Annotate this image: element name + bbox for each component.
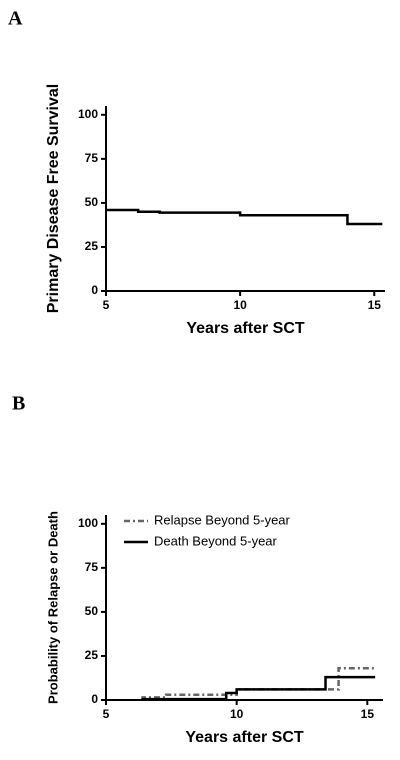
y-tick-label: 25: [85, 648, 99, 662]
x-tick-label: 5: [103, 707, 110, 721]
data-line: [141, 667, 376, 700]
x-tick-label: 15: [361, 707, 375, 721]
x-tick-label: 15: [368, 298, 382, 312]
panel-label: A: [8, 8, 23, 30]
x-axis-title: Years after SCT: [185, 729, 304, 746]
y-tick-label: 75: [85, 560, 99, 574]
y-tick-label: 25: [85, 239, 99, 253]
x-tick-label: 5: [103, 298, 110, 312]
x-tick-label: 10: [230, 707, 244, 721]
panel-label: B: [12, 393, 25, 415]
legend-label: Relapse Beyond 5-year: [154, 512, 291, 527]
y-tick-label: 100: [78, 516, 98, 530]
y-tick-label: 75: [85, 151, 99, 165]
x-axis-title: Years after SCT: [186, 320, 305, 337]
y-tick-label: 0: [91, 692, 98, 706]
y-tick-label: 100: [78, 107, 98, 121]
y-axis-title: Primary Disease Free Survival: [45, 84, 62, 313]
legend-label: Death Beyond 5-year: [154, 533, 278, 548]
y-tick-label: 50: [85, 195, 99, 209]
data-line: [141, 675, 376, 701]
x-tick-label: 10: [233, 298, 247, 312]
y-tick-label: 50: [85, 604, 99, 618]
y-axis-title: Probability of Relapse or Death: [45, 511, 60, 704]
y-tick-label: 0: [91, 283, 98, 297]
data-line: [106, 208, 383, 226]
